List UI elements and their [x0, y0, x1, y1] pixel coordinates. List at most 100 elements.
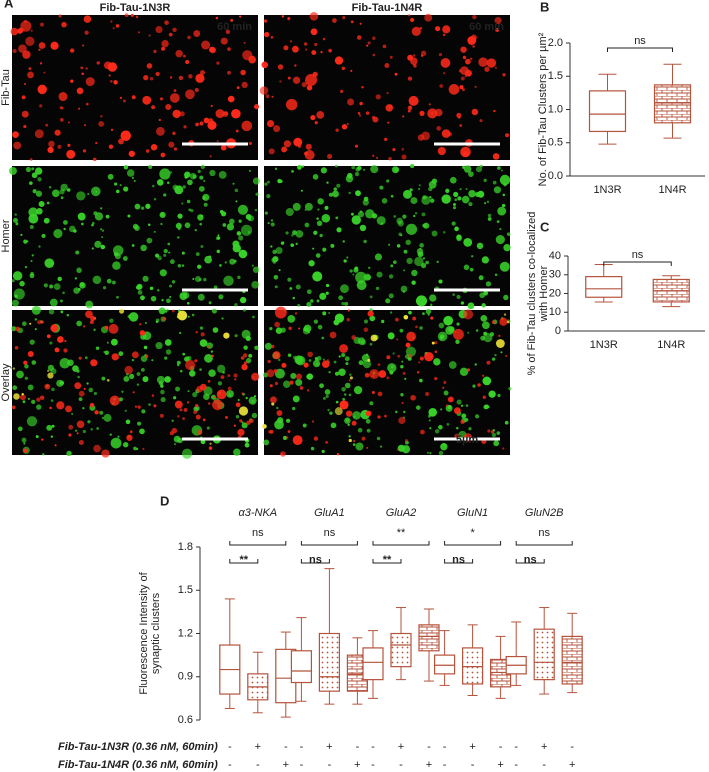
condition-sign: - — [300, 759, 304, 771]
cluster — [57, 144, 62, 149]
cluster — [291, 169, 294, 173]
cluster — [109, 395, 120, 406]
cluster — [227, 386, 232, 391]
cluster — [391, 365, 395, 369]
cluster — [342, 15, 346, 20]
cluster — [401, 401, 404, 405]
cluster — [183, 408, 188, 412]
cluster — [349, 376, 353, 380]
cluster — [420, 50, 427, 56]
cluster — [435, 26, 441, 32]
cluster — [127, 214, 131, 218]
cluster — [287, 277, 292, 282]
cluster — [88, 387, 94, 393]
cluster — [96, 61, 100, 65]
cluster — [46, 334, 51, 339]
cluster — [120, 130, 131, 141]
cluster — [34, 129, 44, 139]
y-tick-label: 30 — [549, 269, 561, 281]
cluster — [341, 353, 346, 358]
cluster — [453, 191, 459, 197]
cluster — [468, 202, 473, 207]
cluster — [185, 173, 189, 177]
cluster — [160, 397, 166, 403]
cluster — [293, 137, 303, 147]
cluster — [76, 432, 79, 435]
cluster — [267, 180, 270, 184]
cluster — [264, 31, 270, 38]
cluster — [478, 57, 488, 67]
cluster — [140, 244, 147, 252]
cluster — [241, 120, 253, 132]
cluster — [101, 229, 105, 232]
cluster — [73, 287, 80, 294]
cluster — [447, 396, 454, 403]
cluster — [290, 243, 295, 248]
cluster — [21, 95, 26, 100]
cluster — [463, 165, 472, 173]
cluster — [277, 178, 282, 184]
cluster — [361, 86, 364, 89]
cluster — [203, 179, 206, 183]
cluster — [486, 200, 490, 204]
cluster — [461, 88, 465, 92]
cluster — [474, 85, 477, 88]
cluster — [302, 423, 307, 428]
cluster — [238, 235, 244, 241]
cluster — [309, 12, 319, 21]
cluster — [477, 383, 481, 387]
cluster — [23, 239, 28, 244]
cluster — [338, 368, 346, 376]
cluster — [419, 356, 424, 361]
cluster — [306, 375, 310, 379]
cluster — [428, 413, 432, 417]
cluster — [273, 369, 278, 373]
cluster — [456, 399, 462, 405]
cluster — [177, 213, 183, 219]
cluster — [406, 331, 416, 342]
cluster — [410, 197, 418, 205]
cluster — [467, 36, 477, 45]
cluster — [330, 422, 337, 429]
cluster — [407, 109, 411, 113]
y-tick-label: 0.6 — [178, 714, 193, 726]
cluster — [255, 192, 259, 196]
cluster — [177, 310, 188, 321]
cluster — [429, 198, 435, 203]
column-title: Fib-Tau-1N4R — [352, 2, 423, 14]
cluster — [304, 151, 309, 156]
cluster — [38, 42, 46, 49]
cluster — [334, 371, 340, 376]
cluster — [375, 286, 380, 290]
cluster — [101, 449, 110, 458]
cluster — [461, 195, 470, 204]
cluster — [475, 329, 479, 332]
cluster — [494, 273, 498, 277]
cluster — [116, 295, 119, 299]
cluster — [486, 58, 497, 68]
cluster — [45, 123, 49, 127]
cluster — [135, 285, 140, 290]
cluster — [175, 49, 183, 58]
cluster — [505, 354, 508, 357]
cluster — [266, 120, 275, 128]
cluster — [480, 335, 486, 341]
cluster — [107, 62, 118, 72]
cluster — [367, 310, 374, 317]
cluster — [366, 428, 371, 433]
cluster — [290, 372, 297, 379]
cluster — [252, 177, 260, 185]
cluster — [385, 298, 391, 304]
cluster — [426, 451, 429, 454]
cluster — [275, 247, 283, 255]
condition-sign: + — [469, 741, 475, 753]
cluster — [14, 213, 17, 216]
y-tick-label: 2.0 — [548, 37, 563, 49]
cluster — [475, 192, 481, 198]
condition-sign: - — [284, 741, 288, 753]
cluster — [311, 420, 315, 423]
cluster — [118, 397, 123, 402]
cluster — [494, 66, 498, 69]
cluster — [322, 311, 327, 316]
cluster — [503, 244, 511, 252]
